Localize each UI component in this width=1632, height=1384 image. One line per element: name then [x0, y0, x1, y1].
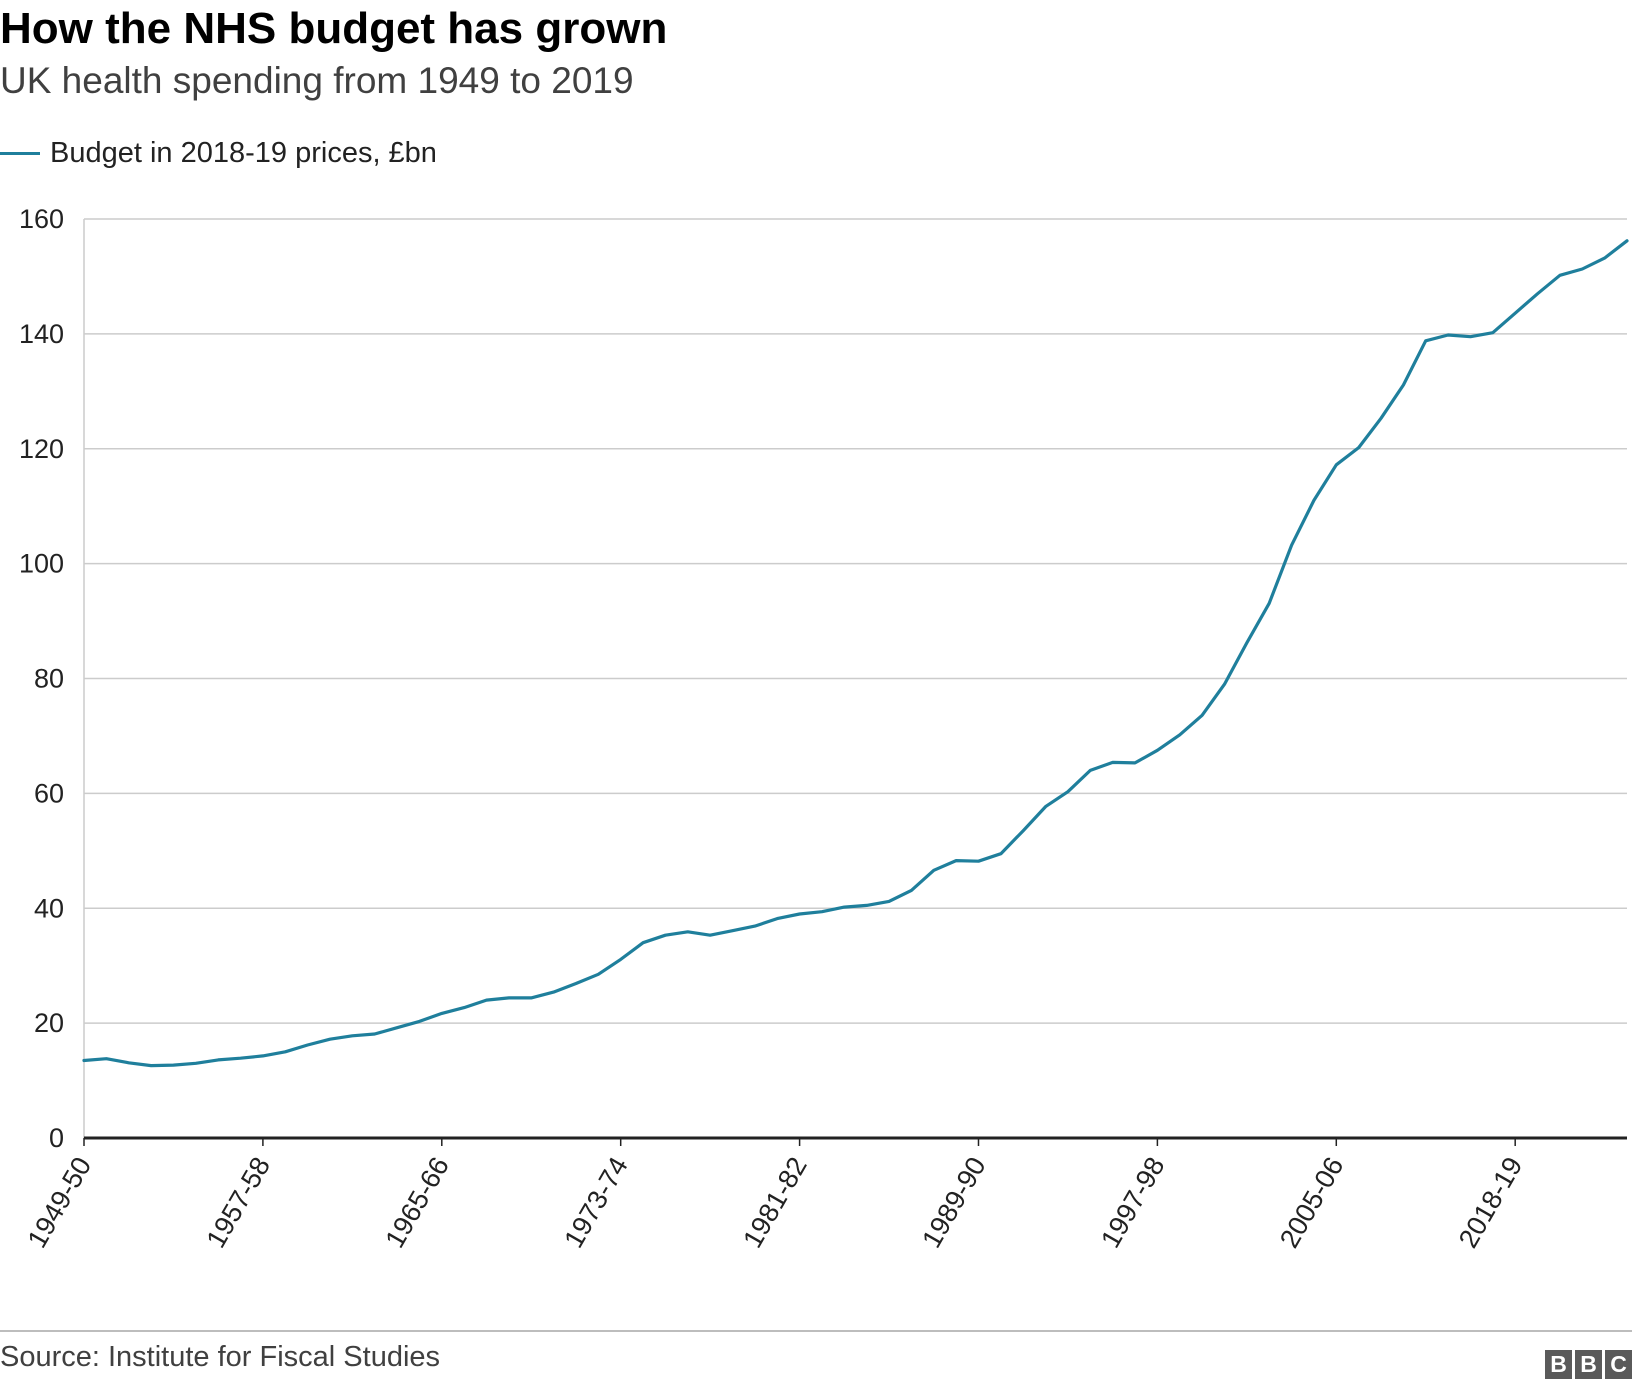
x-tick-label: 2005-06: [1274, 1152, 1350, 1253]
x-tick-label: 1957-58: [201, 1152, 277, 1253]
y-tick-label: 100: [19, 549, 64, 579]
chart-title: How the NHS budget has grown: [0, 4, 668, 53]
source-note: Source: Institute for Fiscal Studies: [0, 1341, 441, 1373]
legend-label: Budget in 2018-19 prices, £bn: [50, 136, 437, 169]
bbc-logo-letter: C: [1605, 1350, 1632, 1379]
x-tick-label: 1989-90: [916, 1152, 992, 1253]
y-tick-label: 120: [19, 434, 64, 464]
x-tick-label: 1981-82: [737, 1152, 813, 1253]
bbc-logo-letter: B: [1575, 1350, 1602, 1379]
y-tick-label: 160: [19, 204, 64, 234]
y-tick-label: 80: [34, 664, 64, 694]
y-tick-label: 0: [49, 1123, 64, 1153]
x-tick-label: 1949-50: [22, 1152, 98, 1253]
chart-subtitle: UK health spending from 1949 to 2019: [0, 60, 634, 101]
gridlines: [83, 218, 1627, 1138]
y-tick-label: 40: [34, 893, 64, 923]
y-axis-ticks: 0 20 40 60 80 100 120 140 160: [19, 204, 64, 1153]
y-tick-label: 140: [19, 319, 64, 349]
x-tick-label: 1973-74: [558, 1152, 634, 1253]
footer-divider: [0, 1330, 1632, 1332]
y-tick-label: 20: [34, 1008, 64, 1038]
y-tick-label: 60: [34, 778, 64, 808]
series-line-budget: [82, 239, 1629, 1068]
x-axis-ticks: 1949-50 1957-58 1965-66 1973-74 1981-82 1989-…: [22, 1138, 1529, 1253]
bbc-logo-letter: B: [1545, 1350, 1572, 1379]
legend: Budget in 2018-19 prices, £bn: [0, 136, 437, 170]
x-tick-label: 1997-98: [1095, 1152, 1171, 1253]
legend-swatch: [0, 151, 40, 155]
x-tick-label: 1965-66: [379, 1152, 455, 1253]
x-tick-label: 2018-19: [1453, 1152, 1529, 1253]
bbc-logo: B B C: [1545, 1350, 1632, 1379]
